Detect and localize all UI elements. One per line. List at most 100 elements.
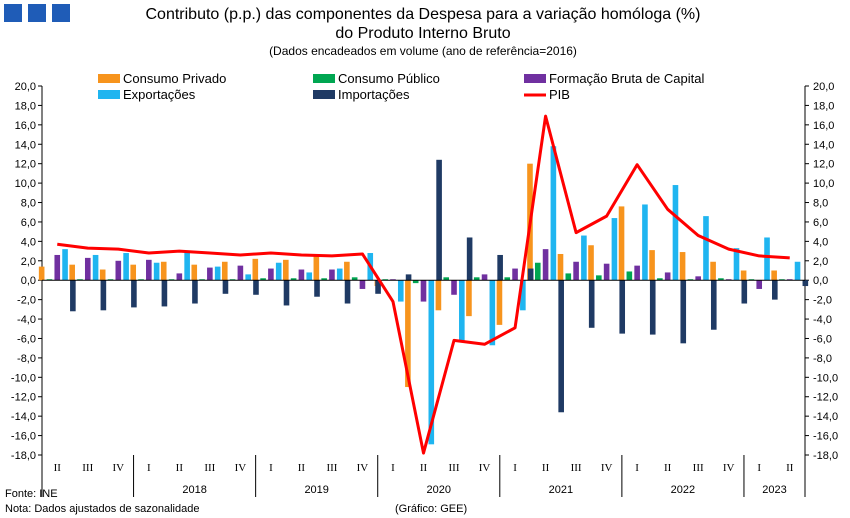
y-tick-label-left: -12,0 [11, 392, 36, 404]
bar-forma-o-bruta-de-capital [512, 268, 518, 281]
quarter-label: IV [235, 462, 247, 474]
bar-importa-es [741, 280, 748, 304]
bar-consumo-privado [344, 261, 350, 281]
bar-forma-o-bruta-de-capital [695, 276, 701, 281]
bar-importa-es [710, 280, 717, 330]
year-label: 2019 [304, 484, 328, 496]
bar-consumo-privado [496, 280, 503, 325]
bar-consumo-p-blico [626, 271, 633, 281]
bar-exporta-es [764, 237, 770, 281]
y-axis-left: 20,0 18,0 16,0 14,0 12,0 10,0 8,0 6,0 4,0 2,0 0,0 -… [11, 81, 43, 462]
chart-title-line2: do Produto Interno Bruto [335, 25, 510, 42]
bar-forma-o-bruta-de-capital [542, 249, 549, 281]
y-tick-label-right: 4,0 [813, 236, 828, 248]
bar-importa-es [131, 280, 137, 308]
quarter-label: II [420, 462, 428, 474]
quarter-label: II [664, 462, 672, 474]
bar-exporta-es [275, 262, 282, 281]
bars-layer [38, 146, 809, 445]
quarter-label: III [82, 462, 93, 474]
quarter-label: II [786, 462, 794, 474]
y-tick-label-right: -16,0 [813, 431, 838, 443]
legend: Consumo Privado Consumo Público Formação B… [98, 71, 704, 102]
bar-forma-o-bruta-de-capital [298, 269, 305, 281]
y-tick-label-right: 18,0 [813, 100, 834, 112]
bar-consumo-privado [740, 270, 747, 281]
year-label: 2020 [427, 484, 451, 496]
y-tick-label-left: 12,0 [15, 159, 36, 171]
bar-forma-o-bruta-de-capital [573, 261, 579, 281]
y-tick-label-right: 8,0 [813, 198, 828, 210]
bar-consumo-privado [283, 259, 289, 281]
y-tick-label-left: 16,0 [15, 120, 36, 132]
legend-swatch-consumo-privado [98, 74, 120, 83]
y-tick-label-left: 2,0 [21, 256, 36, 268]
bar-exporta-es [550, 146, 557, 281]
y-tick-label-right: -18,0 [813, 450, 838, 462]
bar-importa-es [680, 280, 687, 344]
legend-label-consumo-privado: Consumo Privado [123, 71, 226, 86]
bar-importa-es [466, 237, 473, 281]
chart-subtitle: (Dados encadeados em volume (ano de refe… [269, 44, 577, 58]
quarter-label: II [176, 462, 184, 474]
bar-forma-o-bruta-de-capital [146, 259, 152, 281]
bar-consumo-privado [191, 264, 198, 281]
quarter-label: I [513, 462, 517, 474]
y-tick-label-left: 4,0 [21, 236, 36, 248]
bar-importa-es [649, 280, 656, 335]
bar-importa-es [802, 280, 809, 287]
quarter-label: III [449, 462, 460, 474]
bar-importa-es [283, 280, 290, 306]
bar-importa-es [497, 254, 503, 281]
bar-importa-es [161, 280, 168, 307]
y-tick-label-right: 0,0 [813, 275, 828, 287]
bar-consumo-privado [466, 280, 472, 317]
quarter-label: II [542, 462, 550, 474]
quarter-label: IV [723, 462, 735, 474]
bar-exporta-es [397, 280, 404, 302]
y-tick-label-right: 14,0 [813, 139, 834, 151]
bar-consumo-p-blico [534, 262, 541, 281]
bar-consumo-p-blico [351, 277, 358, 281]
quarter-label: II [54, 462, 62, 474]
y-tick-label-right: -4,0 [813, 314, 832, 326]
bar-consumo-privado [710, 261, 716, 281]
y-tick-label-left: 18,0 [15, 100, 36, 112]
y-tick-label-right: 16,0 [813, 120, 834, 132]
y-tick-label-left: 0,0 [21, 275, 36, 287]
bar-importa-es [375, 280, 381, 294]
year-label: 2023 [762, 484, 786, 496]
bar-exporta-es [794, 261, 801, 281]
y-tick-label-left: -4,0 [17, 314, 36, 326]
y-tick-label-right: 2,0 [813, 256, 828, 268]
bar-forma-o-bruta-de-capital [756, 280, 763, 289]
legend-label-exporta-es: Exportações [123, 87, 196, 102]
bar-importa-es [558, 280, 564, 413]
quarter-label: III [571, 462, 582, 474]
bar-consumo-privado [160, 261, 167, 281]
bar-consumo-privado [69, 264, 75, 281]
bar-forma-o-bruta-de-capital [664, 272, 671, 281]
legend-swatch-consumo-p-blico [313, 74, 335, 83]
y-tick-label-left: -14,0 [11, 411, 36, 423]
bar-consumo-p-blico [412, 280, 419, 284]
bar-exporta-es [62, 249, 68, 281]
legend-swatch-forma-o-bruta-de-capital [524, 74, 546, 83]
year-label: 2022 [671, 484, 695, 496]
legend-swatch-exporta-es [98, 90, 120, 99]
bar-consumo-p-blico [321, 278, 327, 281]
quarter-label: I [635, 462, 639, 474]
y-tick-label-left: -16,0 [11, 431, 36, 443]
bar-consumo-p-blico [504, 277, 511, 281]
bar-consumo-p-blico [718, 278, 724, 281]
bar-forma-o-bruta-de-capital [603, 263, 610, 281]
bar-exporta-es [703, 216, 709, 281]
bar-importa-es [405, 274, 412, 281]
y-tick-label-left: 14,0 [15, 139, 36, 151]
bar-exporta-es [733, 248, 740, 281]
legend-label-consumo-p-blico: Consumo Público [338, 71, 440, 86]
bar-consumo-privado [99, 269, 106, 281]
bar-exporta-es [642, 204, 648, 281]
y-tick-label-left: -6,0 [17, 333, 36, 345]
y-tick-label-right: -2,0 [813, 295, 832, 307]
